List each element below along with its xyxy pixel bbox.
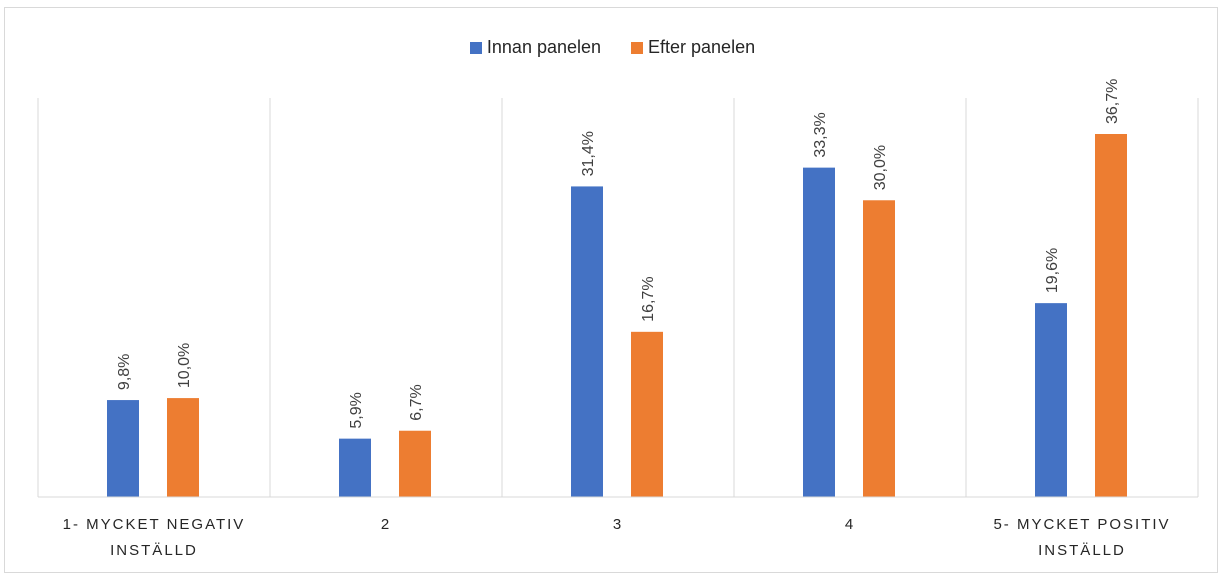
legend-swatch-efter [631,41,644,54]
bar [863,200,895,497]
legend-label-efter: Efter panelen [648,37,756,57]
bar [339,438,371,497]
data-labels: 9,8% 5,9% 31,4% 33,3% 19,6% 10,0% 6,7% 16,7% 30,… [116,79,1121,429]
bar [167,398,199,497]
x-tick-label: 4 [845,516,855,533]
data-label: 33,3% [812,112,829,157]
data-label: 10,0% [176,343,193,388]
x-tick-label: 3 [613,516,623,533]
grid-lines [37,98,1199,497]
data-label: 5,9% [348,392,365,428]
bar [107,400,139,497]
legend-item-efter: Efter panelen [631,37,755,58]
data-label: 36,7% [1104,79,1121,124]
bar [399,430,431,497]
x-tick-label: INSTÄLLD [110,542,198,559]
data-label: 16,7% [640,276,657,321]
bar [631,331,663,497]
x-tick-label: INSTÄLLD [1038,542,1126,559]
x-axis: 1- MYCKET NEGATIV INSTÄLLD 2 3 4 5- MYCKET PO… [38,496,1198,559]
x-tick-label: 1- MYCKET NEGATIV [63,516,246,533]
legend-label-innan: Innan panelen [486,37,602,57]
data-label: 31,4% [580,131,597,176]
bars [107,134,1127,497]
legend-item-innan: Innan panelen [469,37,602,58]
x-tick-label: 2 [381,516,391,533]
data-label: 6,7% [408,384,425,420]
bar [1035,303,1067,497]
x-tick-label: 5- MYCKET POSITIV [993,516,1170,533]
bar [803,167,835,497]
chart-legend: Innan panelen Efter panelen [0,37,1225,58]
bar [1095,134,1127,497]
data-label: 9,8% [116,354,133,390]
data-label: 19,6% [1044,248,1061,293]
legend-swatch-innan [469,41,482,54]
chart-frame [4,7,1218,573]
bar [571,186,603,497]
data-label: 30,0% [872,145,889,190]
